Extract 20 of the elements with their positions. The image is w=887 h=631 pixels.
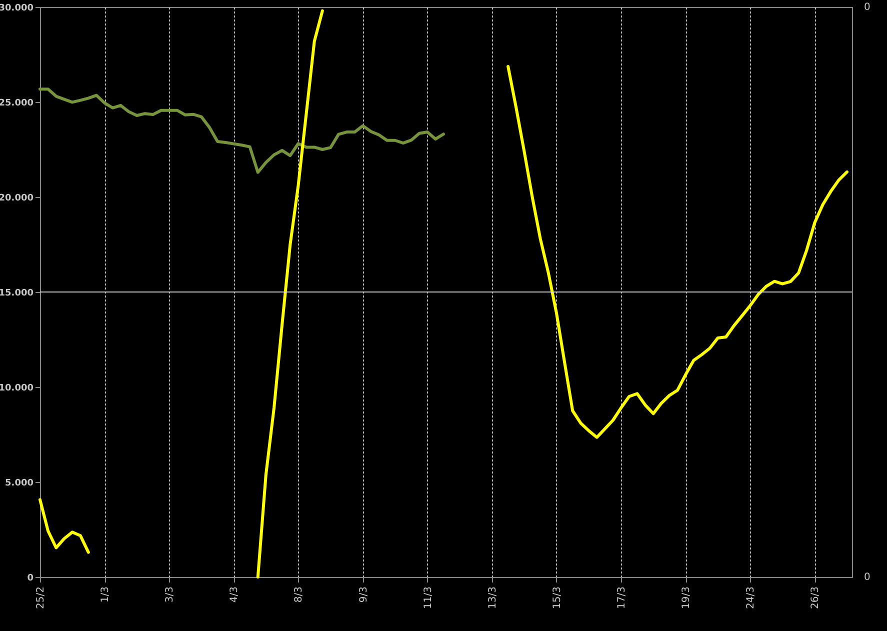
text: 0 [864,2,870,13]
x-tick-label: 17/3 [616,586,628,609]
y-tick-label: 0 [27,574,34,584]
y-tick-label: 5.000 [5,478,34,488]
x-tick-label: 13/3 [487,586,498,609]
x-tick-label: 11/3 [422,586,434,609]
x-tick-label: 8/3 [294,586,305,603]
line-series [38,88,445,174]
x-tick-label: 24/3 [746,586,757,609]
y-tick-label: 10.000 [0,384,34,394]
x-tick-label: 3/3 [164,586,176,603]
x-tick-label: 1/3 [100,586,112,603]
x-tick-label: 9/3 [358,586,370,603]
text: 0 [864,572,870,583]
x-tick-label: 15/3 [552,586,563,609]
x-tick-label: 19/3 [681,586,692,609]
x-tick-label: 25/2 [36,586,46,609]
x-tick-label: 26/3 [810,586,822,609]
x-tick-label: 4/3 [229,586,240,603]
y-tick-label: 15.000 [0,288,34,298]
